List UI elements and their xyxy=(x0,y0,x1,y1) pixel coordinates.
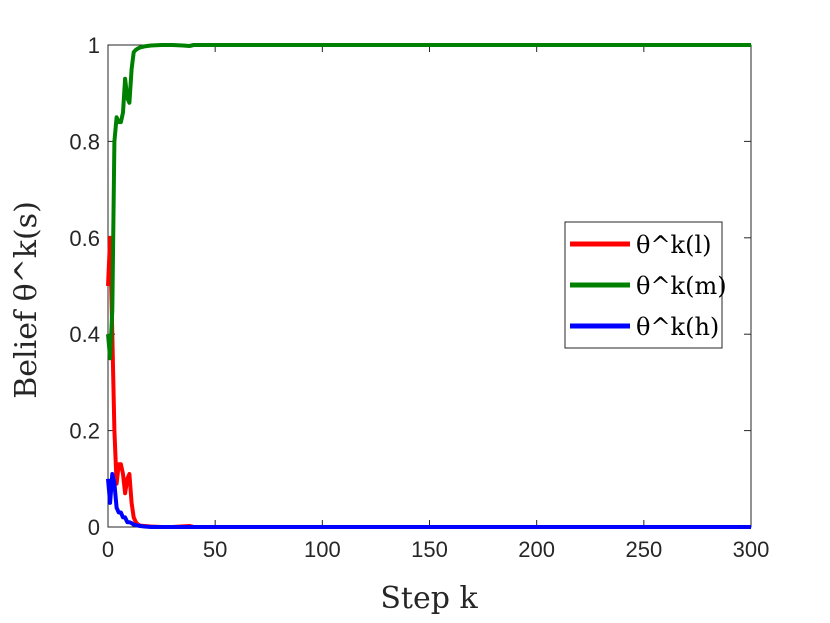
legend-label-m: θ^k(m) xyxy=(636,272,727,300)
x-tick-label: 150 xyxy=(411,537,448,562)
axis-ticks: 0 50 100 150 200 250 300 0 0.2 0.4 0.6 0.8 1 xyxy=(69,33,769,562)
legend-label-h: θ^k(h) xyxy=(636,313,719,341)
x-tick-label: 100 xyxy=(304,537,341,562)
y-tick-label: 0.4 xyxy=(69,322,100,347)
y-tick-label: 0 xyxy=(88,515,100,540)
legend-label-l: θ^k(l) xyxy=(636,231,712,259)
series-line-h xyxy=(106,472,751,529)
y-tick-label: 1 xyxy=(88,33,100,58)
x-tick-label: 50 xyxy=(203,537,227,562)
legend: θ^k(l) θ^k(m) θ^k(h) xyxy=(564,221,727,349)
x-tick-label: 200 xyxy=(518,537,555,562)
x-tick-label: 300 xyxy=(733,537,770,562)
series-line-m xyxy=(106,43,751,361)
y-tick-label: 0.8 xyxy=(69,129,100,154)
x-tick-label: 250 xyxy=(625,537,662,562)
series-lines xyxy=(106,43,751,529)
x-tick-label: 0 xyxy=(102,537,114,562)
y-tick-label: 0.2 xyxy=(69,419,100,444)
y-tick-label: 0.6 xyxy=(69,226,100,251)
x-axis-title: Step k xyxy=(380,581,478,616)
y-axis-title: Belief θ^k(s) xyxy=(9,201,44,399)
